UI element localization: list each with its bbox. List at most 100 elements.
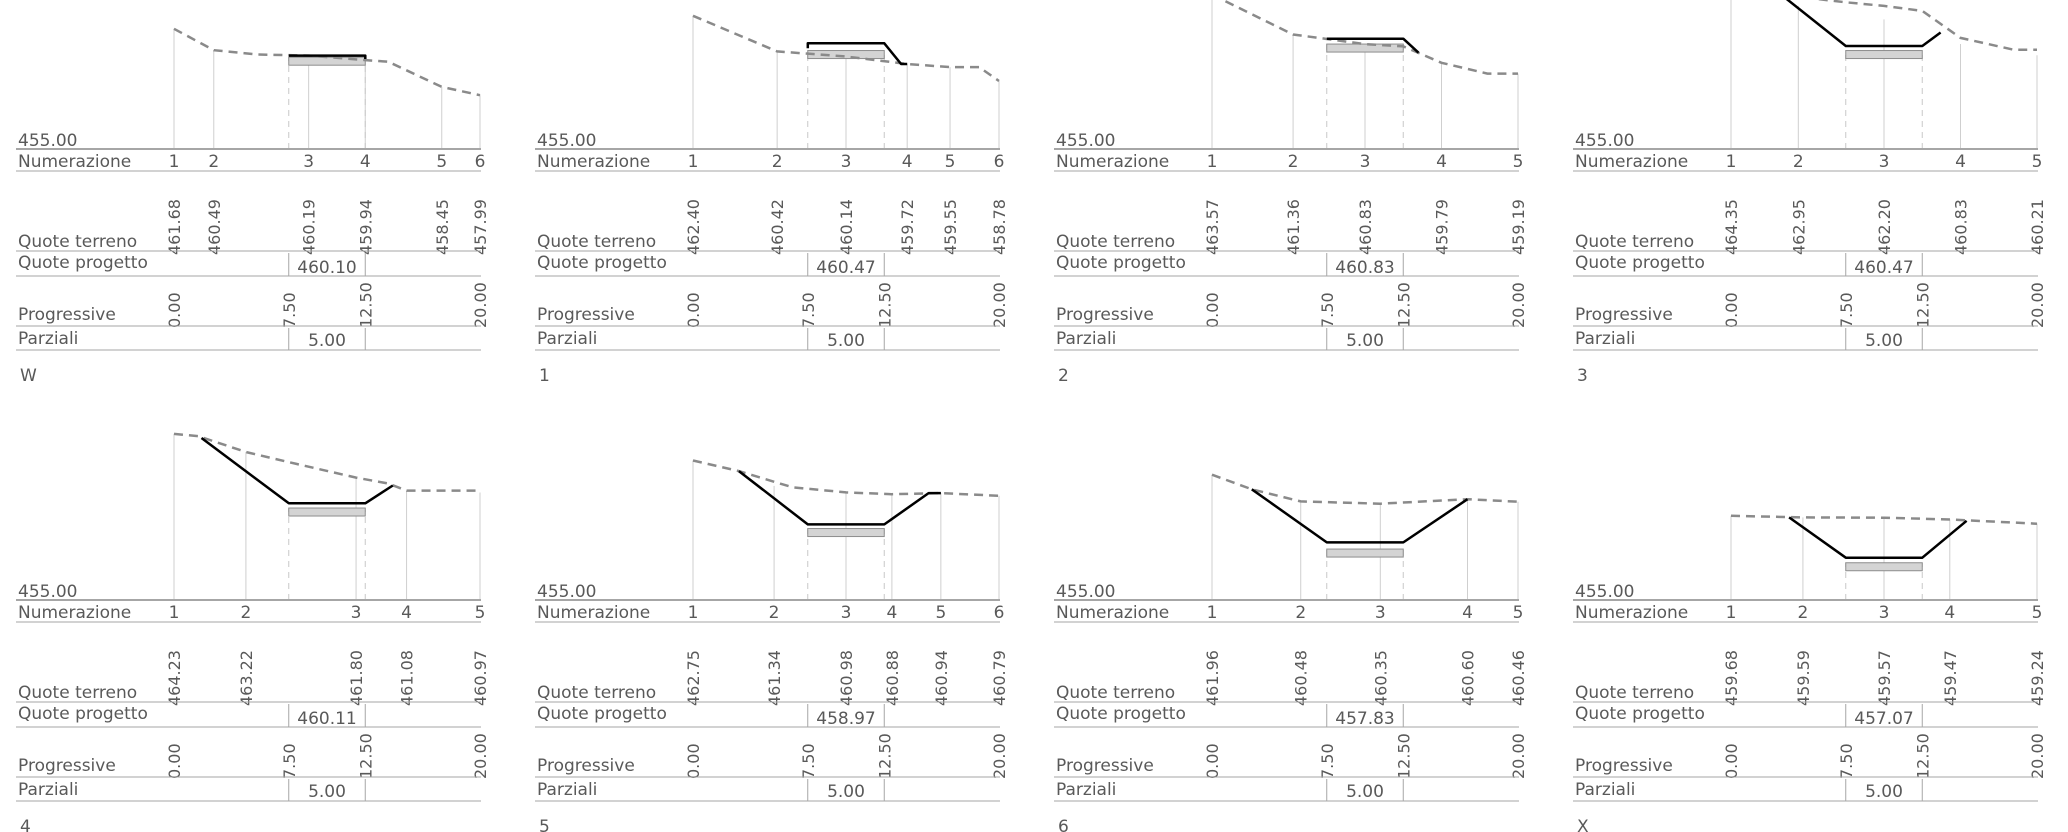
- section-name: 1: [539, 366, 550, 386]
- numerazione-label: Numerazione: [1056, 152, 1169, 172]
- point-number: 4: [1436, 152, 1447, 172]
- quote-terreno-label: Quote terreno: [1575, 232, 1694, 252]
- terrain-elevation-value: 458.45: [433, 199, 452, 255]
- datum-label: 455.00: [18, 131, 77, 151]
- terrain-profile-line: [173, 432, 480, 492]
- progressive-value: 7.50: [280, 743, 299, 779]
- point-number: 1: [1726, 603, 1737, 623]
- project-elevation-value: 458.97: [816, 709, 875, 729]
- progressive-value: 0.00: [1722, 292, 1741, 328]
- road-slab: [1326, 43, 1404, 53]
- parziali-label: Parziali: [18, 329, 78, 349]
- progressive-value: 0.00: [1203, 743, 1222, 779]
- point-number: 5: [475, 603, 486, 623]
- datum-label: 455.00: [1056, 582, 1115, 602]
- point-number: 1: [169, 152, 180, 172]
- numerazione-label: Numerazione: [1575, 603, 1688, 623]
- point-number: 1: [169, 603, 180, 623]
- point-number: 2: [1797, 603, 1808, 623]
- point-number: 4: [401, 603, 412, 623]
- progressive-label: Progressive: [18, 305, 116, 325]
- point-number: 1: [1207, 152, 1218, 172]
- progressive-value: 20.00: [1509, 733, 1528, 779]
- datum-label: 455.00: [537, 131, 596, 151]
- progressive-value: 0.00: [1722, 743, 1741, 779]
- quote-progetto-label: Quote progetto: [18, 704, 148, 724]
- partial-distance-value: 5.00: [827, 331, 865, 351]
- progressive-value: 12.50: [356, 733, 375, 779]
- partial-distance-value: 5.00: [827, 782, 865, 802]
- road-slab: [1845, 562, 1923, 572]
- terrain-elevation-value: 458.78: [990, 199, 1009, 255]
- project-elevation-value: 460.10: [297, 258, 356, 278]
- terrain-elevation-value: 460.94: [932, 650, 951, 706]
- terrain-profile-line: [1730, 514, 2038, 525]
- section-name: 2: [1058, 366, 1069, 386]
- point-number: 1: [688, 603, 699, 623]
- partial-distance-value: 5.00: [1865, 331, 1903, 351]
- partial-distance-value: 5.00: [308, 782, 346, 802]
- design-profile-line: [1785, 0, 1942, 48]
- terrain-elevation-value: 463.22: [237, 650, 256, 706]
- terrain-profile-line: [1814, 0, 2037, 52]
- terrain-elevation-value: 460.21: [2028, 199, 2047, 255]
- point-number: 3: [1879, 152, 1890, 172]
- terrain-elevation-value: 462.40: [684, 199, 703, 255]
- point-number: 4: [360, 152, 371, 172]
- terrain-elevation-value: 460.35: [1371, 650, 1390, 706]
- point-number: 2: [240, 603, 251, 623]
- quote-progetto-label: Quote progetto: [1575, 253, 1705, 273]
- progressive-value: 12.50: [1913, 282, 1932, 328]
- project-elevation-value: 457.83: [1335, 709, 1394, 729]
- progressive-value: 7.50: [1318, 292, 1337, 328]
- point-number: 4: [1955, 152, 1966, 172]
- terrain-elevation-value: 459.72: [898, 199, 917, 255]
- design-profile-line: [806, 42, 908, 66]
- parziali-label: Parziali: [537, 329, 597, 349]
- parziali-label: Parziali: [18, 780, 78, 800]
- progressive-value: 0.00: [165, 292, 184, 328]
- progressive-value: 7.50: [799, 292, 818, 328]
- partial-distance-value: 5.00: [1346, 782, 1384, 802]
- point-number: 4: [1462, 603, 1473, 623]
- point-number: 4: [1944, 603, 1955, 623]
- terrain-elevation-value: 460.79: [990, 650, 1009, 706]
- section-name: X: [1577, 817, 1589, 832]
- terrain-elevation-value: 461.80: [347, 650, 366, 706]
- terrain-elevation-value: 460.46: [1509, 650, 1528, 706]
- terrain-elevation-value: 459.94: [356, 199, 375, 255]
- quote-progetto-label: Quote progetto: [1056, 253, 1186, 273]
- terrain-profile-line: [1211, 473, 1519, 505]
- progressive-value: 12.50: [356, 282, 375, 328]
- datum-label: 455.00: [1575, 582, 1634, 602]
- quote-progetto-label: Quote progetto: [537, 253, 667, 273]
- road-slab: [807, 528, 885, 538]
- quote-progetto-label: Quote progetto: [1056, 704, 1186, 724]
- terrain-elevation-value: 460.83: [1952, 199, 1971, 255]
- parziali-label: Parziali: [1575, 329, 1635, 349]
- terrain-elevation-value: 462.75: [684, 650, 703, 706]
- parziali-label: Parziali: [1056, 329, 1116, 349]
- progressive-value: 0.00: [1203, 292, 1222, 328]
- terrain-elevation-value: 461.34: [765, 650, 784, 706]
- quote-terreno-label: Quote terreno: [18, 232, 137, 252]
- terrain-elevation-value: 457.99: [471, 199, 490, 255]
- point-number: 1: [1207, 603, 1218, 623]
- point-number: 1: [688, 152, 699, 172]
- quote-terreno-label: Quote terreno: [537, 232, 656, 252]
- progressive-value: 12.50: [875, 282, 894, 328]
- project-elevation-value: 460.11: [297, 709, 356, 729]
- datum-label: 455.00: [537, 582, 596, 602]
- datum-label: 455.00: [1575, 131, 1634, 151]
- point-number: 5: [1513, 152, 1524, 172]
- progressive-value: 20.00: [471, 733, 490, 779]
- section-name: 5: [539, 817, 550, 832]
- project-elevation-value: 457.07: [1854, 709, 1913, 729]
- progressive-label: Progressive: [1575, 756, 1673, 776]
